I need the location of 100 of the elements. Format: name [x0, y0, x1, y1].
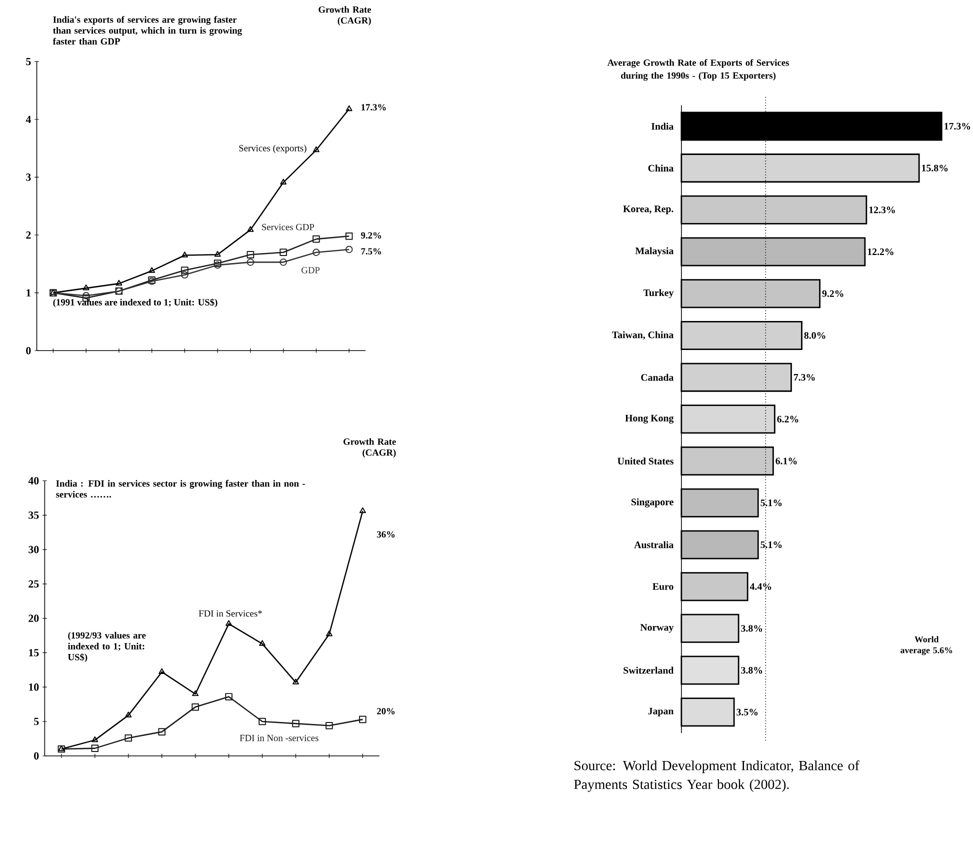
- point: [192, 690, 199, 696]
- y-tick-label: 5: [34, 718, 39, 725]
- data-label: 3.8%: [741, 666, 762, 674]
- point: [280, 258, 288, 266]
- point: [312, 235, 320, 243]
- y-tick-label: 2: [26, 231, 31, 238]
- y-tick-label: Malaysia: [635, 247, 674, 256]
- y-tick-label: Hong Kong: [625, 414, 674, 424]
- point: [158, 728, 166, 736]
- y-tick-label: Norway: [640, 624, 674, 633]
- point: [345, 246, 353, 253]
- data-label: 12.2%: [868, 248, 894, 255]
- point: [124, 734, 132, 742]
- data-label: 6.2%: [777, 416, 798, 422]
- y-tick-label: 25: [28, 580, 39, 588]
- point: [148, 267, 156, 273]
- y-tick-label: Korea, Rep.: [623, 205, 674, 214]
- data-label: 4.4%: [750, 583, 772, 590]
- point: [280, 248, 288, 256]
- annotation: (1992/93 values are indexed to 1; Unit: US$): [68, 632, 146, 662]
- annotation: India : FDI in services sector is growing faster than in non -services …….: [56, 480, 305, 498]
- data-label: 17.3%: [944, 122, 970, 130]
- point: [326, 722, 333, 730]
- source-note: Source: World Development Indicator, Balance of Payments Statistics Year book (2002).: [574, 760, 860, 792]
- y-tick-label: 15: [29, 648, 39, 656]
- y-tick-label: Taiwan, China: [612, 331, 674, 340]
- point: [292, 720, 300, 728]
- data-label: 15.8%: [922, 164, 948, 172]
- y-tick-label: 0: [34, 752, 39, 760]
- chart-title: Average Growth Rate of Exports of Services during the 1990s - (Top 15 Exporters): [607, 58, 789, 81]
- point: [192, 703, 199, 711]
- y-tick-label: Turkey: [643, 288, 674, 298]
- text: Growth Rate (CAGR): [318, 6, 372, 26]
- point: [92, 736, 98, 742]
- point: [346, 105, 352, 111]
- point: [246, 250, 254, 258]
- data-label: 7.3%: [794, 374, 815, 381]
- point: [226, 620, 232, 626]
- series-label: FDI in Non -services: [240, 734, 318, 742]
- y-tick-label: Singapore: [632, 498, 674, 508]
- point: [246, 258, 254, 266]
- annotation: 20%: [377, 708, 395, 714]
- point: [259, 640, 266, 646]
- point: [181, 251, 188, 258]
- data-label: 8.0%: [804, 332, 826, 339]
- y-tick-label: 20: [28, 614, 39, 622]
- ref-line-label: World average 5.6%: [900, 636, 952, 655]
- series-label: FDI in Services*: [198, 610, 262, 616]
- data-label: 12.3%: [869, 206, 895, 214]
- y-tick-label: Euro: [652, 583, 674, 590]
- point: [214, 250, 221, 257]
- annotation: 9.2%: [361, 232, 382, 238]
- point: [312, 146, 320, 152]
- data-label: 3.8%: [741, 624, 762, 632]
- annotation: (1991 values are indexed to 1; Unit: US$): [53, 298, 218, 308]
- y-tick-label: 4: [26, 116, 31, 123]
- point: [158, 668, 166, 674]
- y-tick-label: Japan: [648, 708, 674, 716]
- y-tick-label: 10: [29, 683, 39, 691]
- point: [312, 248, 320, 256]
- annotation: 7.5%: [361, 248, 382, 254]
- y-tick-label: Switzerland: [624, 666, 674, 674]
- y-tick-label: India: [651, 122, 674, 130]
- point: [247, 226, 254, 232]
- data-label: 9.2%: [822, 290, 844, 297]
- annotation: 36%: [377, 531, 395, 538]
- y-tick-label: 40: [28, 476, 39, 484]
- data-label: 5.1%: [760, 541, 782, 548]
- data-label: 6.1%: [776, 458, 797, 464]
- y-tick-label: 5: [26, 58, 31, 66]
- point: [181, 271, 188, 278]
- point: [280, 178, 287, 184]
- annotation: 17.3%: [362, 104, 386, 110]
- point: [125, 712, 132, 718]
- y-tick-label: 0: [26, 346, 31, 354]
- point: [181, 266, 188, 274]
- point: [258, 718, 266, 726]
- point: [292, 678, 299, 684]
- point: [225, 692, 232, 700]
- series-label: Services GDP: [262, 224, 314, 230]
- point: [345, 232, 353, 240]
- data-label: 3.5%: [736, 708, 758, 716]
- y-tick-label: 3: [26, 173, 31, 181]
- point: [91, 744, 99, 752]
- data-label: 5.1%: [760, 499, 782, 506]
- y-tick-label: 1: [26, 289, 31, 296]
- y-tick-label: 35: [28, 511, 39, 519]
- text: India's exports of services are growing faster than services output, which in turn is growing faster than GDP: [52, 16, 242, 44]
- point: [359, 507, 366, 513]
- y-tick-label: Australia: [634, 541, 674, 548]
- text: Growth Rate (CAGR): [344, 438, 396, 458]
- y-tick-label: China: [648, 164, 674, 172]
- y-tick-label: United States: [618, 457, 674, 464]
- point: [116, 280, 122, 286]
- series-label: Services (exports): [239, 144, 306, 154]
- y-tick-label: Canada: [641, 374, 674, 381]
- series-label: GDP: [302, 266, 320, 274]
- point: [326, 630, 332, 636]
- point: [82, 284, 90, 290]
- y-tick-label: 30: [28, 546, 39, 554]
